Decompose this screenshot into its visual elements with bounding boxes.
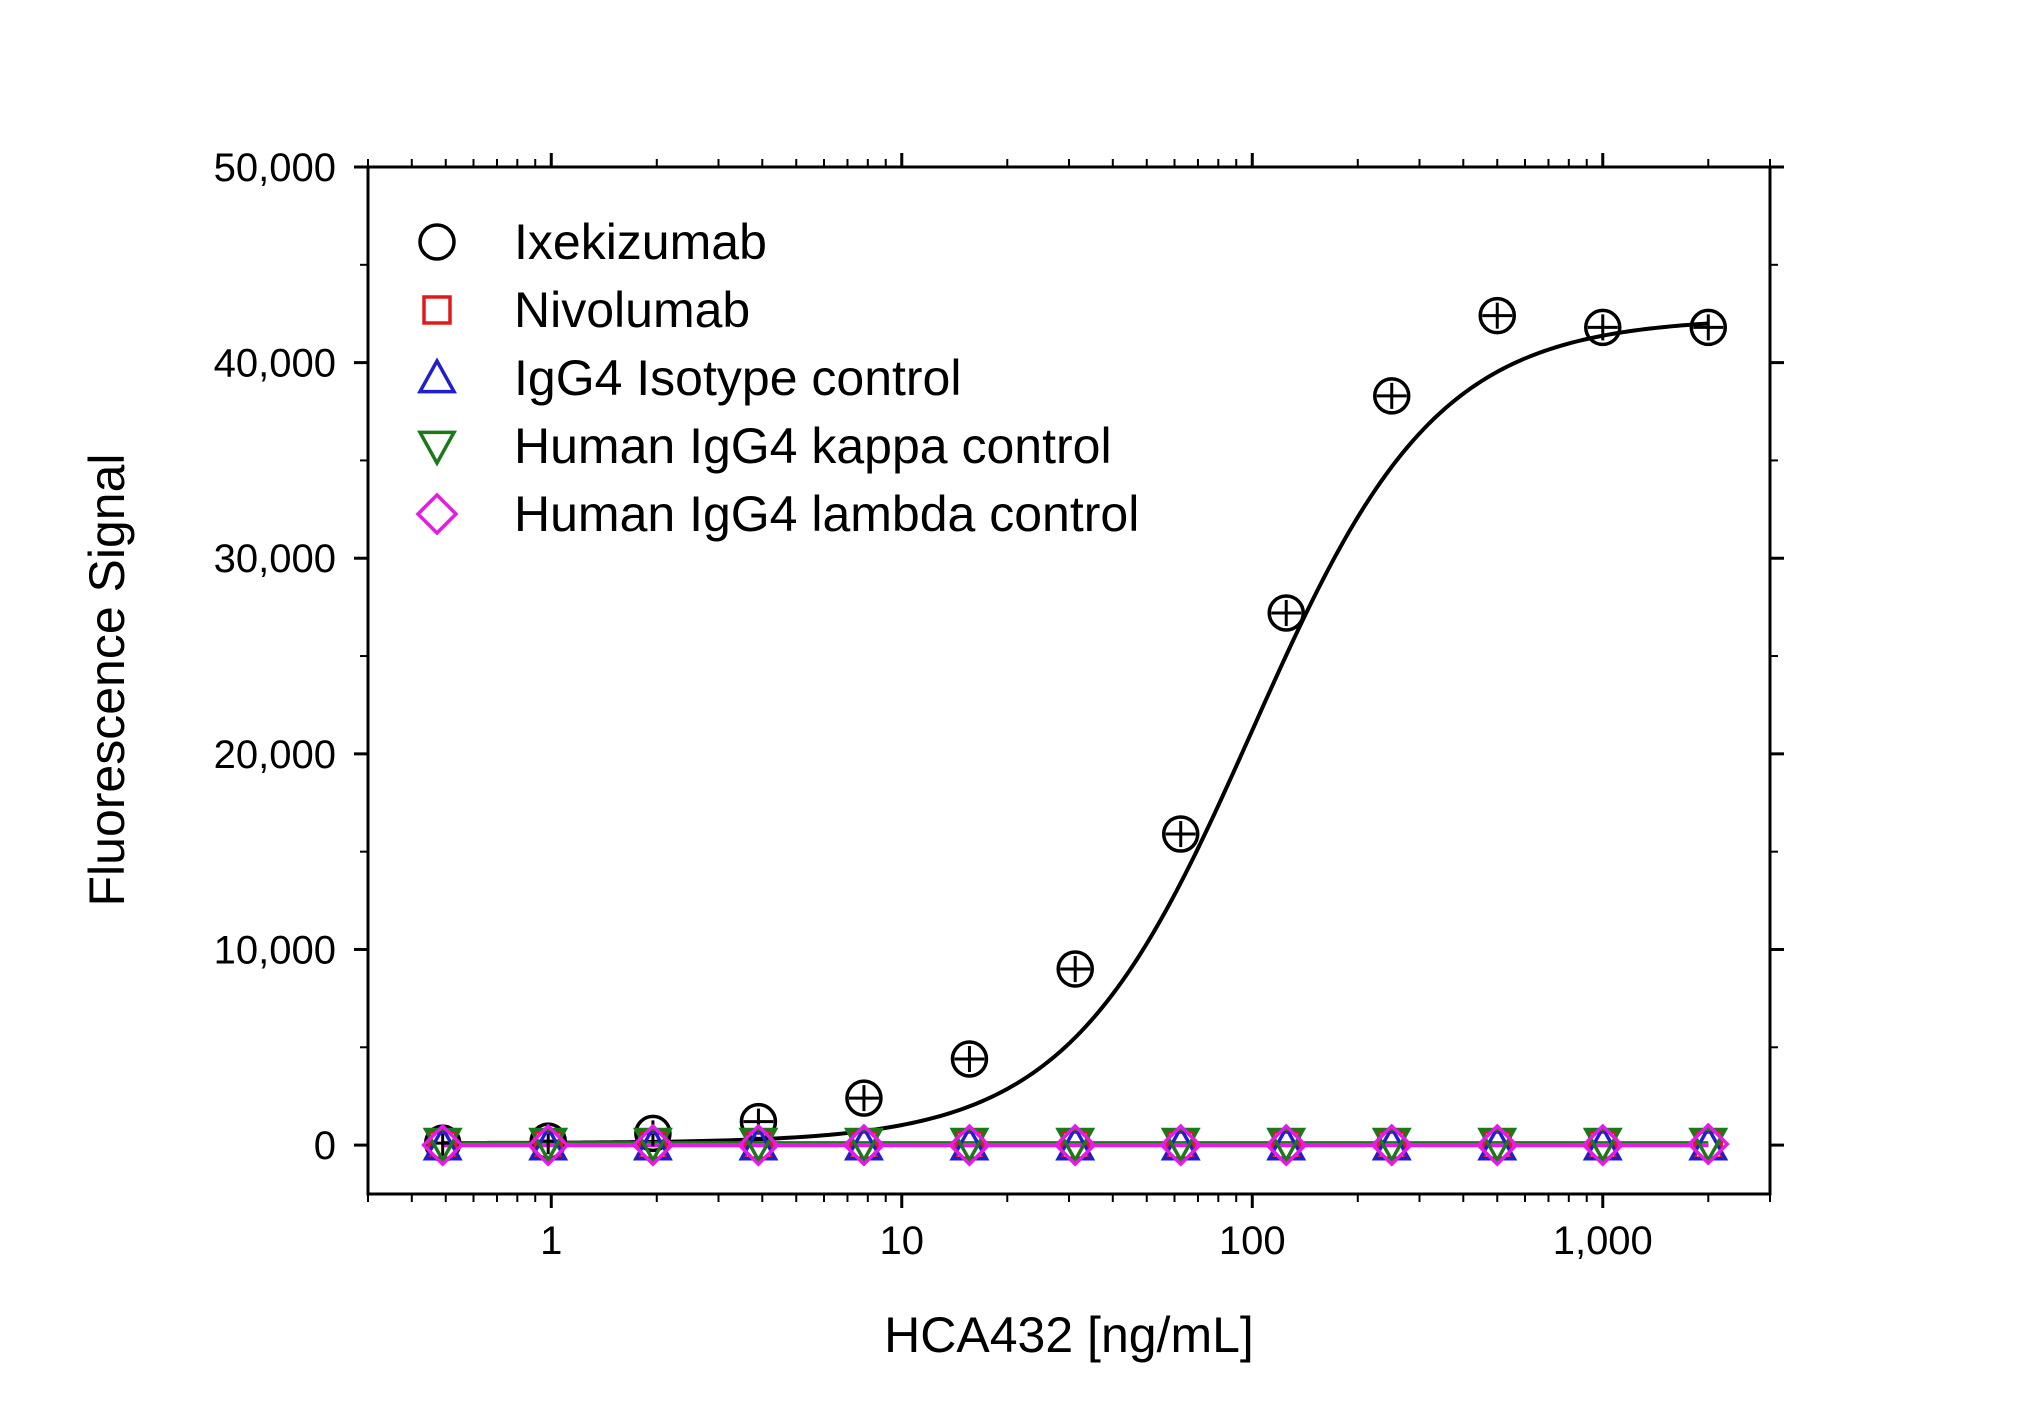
x-tick-label: 1 [540, 1219, 562, 1263]
legend-marker-triangle-up [417, 357, 457, 394]
data-point-diamond [1370, 1123, 1414, 1167]
data-point-circle [1372, 377, 1411, 415]
data-point-circle [950, 1040, 989, 1078]
x-tick-label: 1,000 [1553, 1219, 1653, 1263]
legend-label: Nivolumab [514, 282, 750, 338]
data-point-triangle-down [1371, 1127, 1412, 1164]
data-point-circle [1056, 950, 1094, 988]
legend-marker-diamond [415, 492, 459, 536]
legend-marker-triangle-down [417, 430, 457, 467]
data-point-diamond [736, 1123, 780, 1167]
y-axis-title: Fluorescence Signal [79, 453, 135, 906]
x-tick-label: 100 [1219, 1219, 1286, 1263]
data-point-diamond [1159, 1123, 1203, 1167]
data-point-diamond [1264, 1123, 1308, 1167]
legend-label: IgG4 Isotype control [514, 350, 961, 406]
x-tick-label: 10 [880, 1219, 925, 1263]
y-tick-label: 10,000 [214, 928, 336, 972]
data-point-triangle-down [1477, 1127, 1518, 1164]
data-point-circle [1161, 815, 1200, 853]
y-tick-label: 40,000 [214, 342, 336, 386]
data-point-circle [1267, 594, 1305, 632]
legend-marker-circle [418, 223, 456, 261]
data-point-triangle-down [1160, 1127, 1201, 1164]
data-markers [421, 296, 1730, 1167]
legend: Ixekizumab Nivolumab IgG4 Isotype control H… [415, 214, 1139, 542]
y-tick-label: 30,000 [214, 537, 336, 581]
data-point-triangle-down [949, 1127, 990, 1164]
legend-label: Ixekizumab [514, 214, 767, 270]
data-point-triangle-down [1055, 1127, 1096, 1164]
data-point-diamond [842, 1123, 886, 1167]
data-point-diamond [631, 1123, 675, 1167]
data-point-triangle-down [528, 1127, 569, 1164]
data-point-diamond [1581, 1123, 1625, 1167]
data-point-circle [739, 1102, 778, 1141]
legend-label: Human IgG4 lambda control [514, 486, 1139, 542]
data-point-triangle-down [843, 1127, 884, 1164]
data-point-circle [1478, 296, 1517, 335]
data-point-triangle-down [738, 1127, 779, 1164]
data-point-circle [1584, 308, 1622, 347]
data-point-circle [1689, 308, 1728, 347]
data-point-diamond [421, 1123, 465, 1167]
data-point-diamond [1053, 1123, 1097, 1167]
y-tick-label: 20,000 [214, 733, 336, 777]
axes: 1 10 100 1,000 0 10,000 20,000 30,000 40,000 50,0… [214, 146, 1784, 1263]
data-point-triangle-down [1266, 1127, 1307, 1164]
data-point-diamond [947, 1123, 991, 1167]
y-tick-label: 0 [314, 1124, 336, 1168]
data-point-diamond [526, 1123, 570, 1167]
x-axis-title: HCA432 [ng/mL] [884, 1307, 1254, 1363]
data-point-circle [845, 1079, 883, 1117]
data-point-diamond [1686, 1122, 1730, 1166]
data-point-triangle-down [632, 1127, 673, 1164]
data-point-diamond [1475, 1123, 1519, 1167]
data-point-circle [634, 1114, 672, 1153]
data-point-triangle-down [1688, 1127, 1729, 1164]
data-point-triangle-down [1582, 1127, 1623, 1164]
legend-label: Human IgG4 kappa control [514, 418, 1112, 474]
data-point-triangle-down [422, 1127, 463, 1164]
legend-marker-square [422, 295, 452, 325]
y-tick-label: 50,000 [214, 146, 336, 190]
